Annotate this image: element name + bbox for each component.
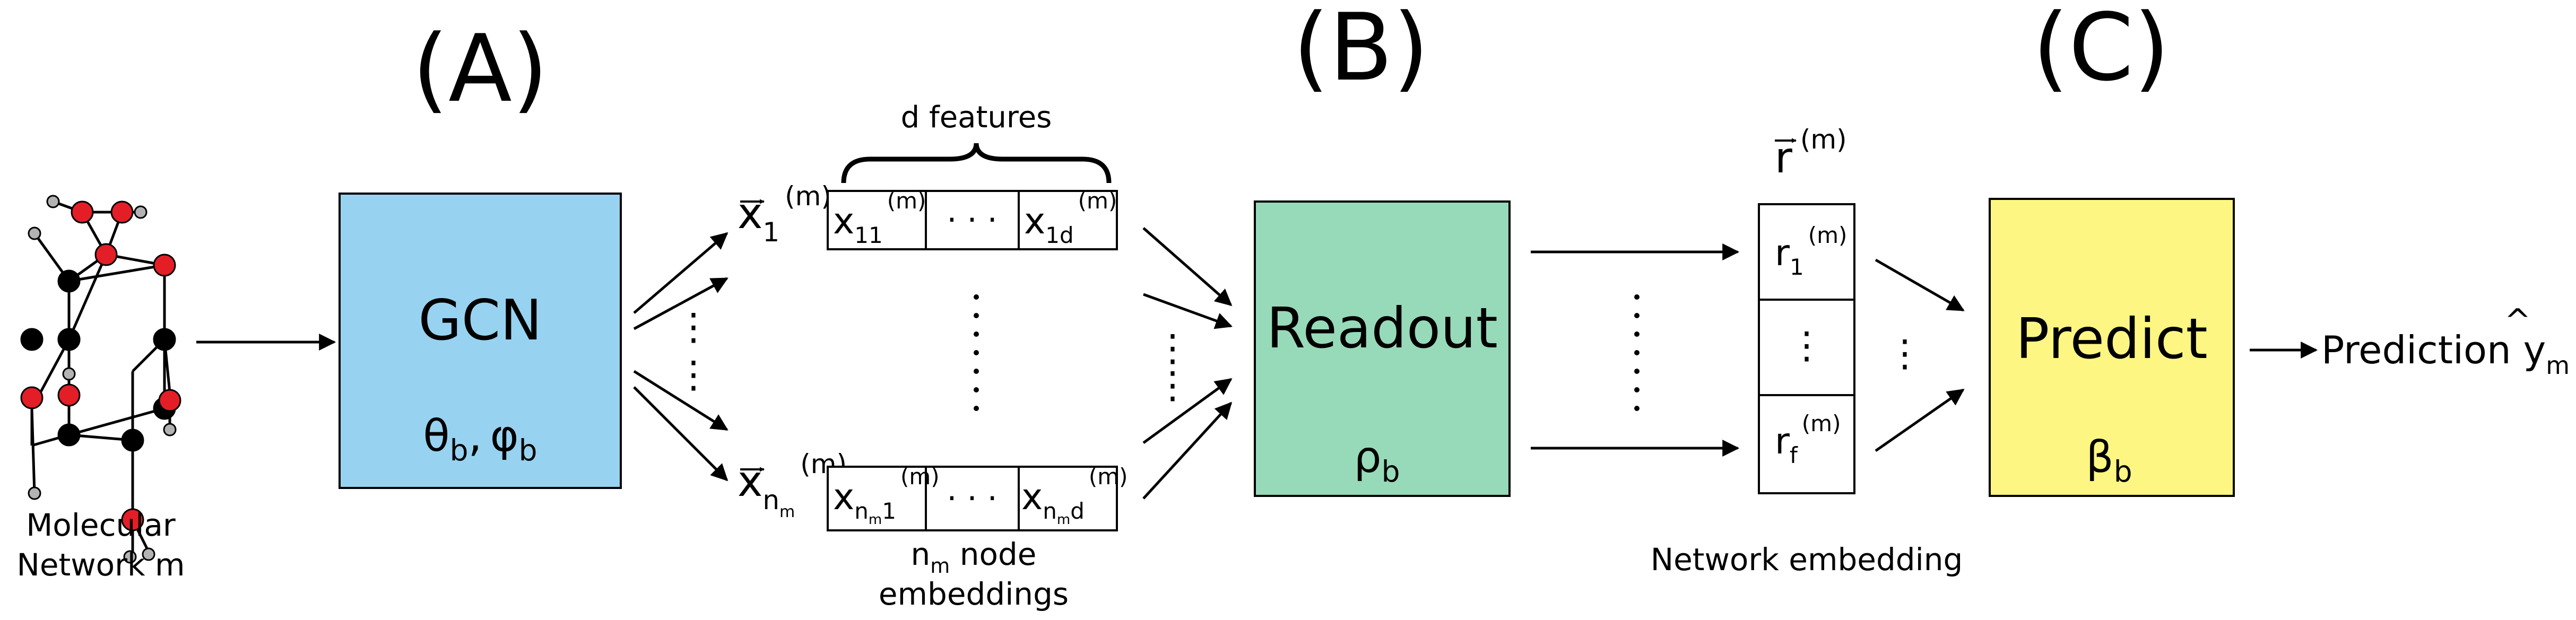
atom-black	[57, 423, 81, 447]
cell-ellipsis-bottom: · · ·	[947, 480, 997, 517]
arrows-embedding-to-predict	[1875, 258, 1965, 452]
atom-red	[121, 508, 144, 531]
atom-black	[121, 429, 144, 452]
rows-vertical-ellipsis	[974, 294, 979, 411]
molecule-atoms	[20, 195, 181, 564]
curly-brace	[841, 143, 1112, 184]
prediction-label: Prediction ym	[2321, 328, 2570, 380]
node-embeddings-caption-line2: embeddings	[879, 576, 1069, 612]
cell-xnmd: xnmd(m)	[1021, 464, 1128, 528]
prediction-hat: ^	[2504, 302, 2531, 339]
readout-box	[1254, 200, 1511, 497]
panel-label-b: (B)	[1293, 0, 1429, 102]
atom-black	[20, 328, 44, 351]
node-vector-top: x1(m)	[738, 181, 831, 248]
atom-red	[158, 389, 181, 412]
svg-text:r(m): r (m)	[1775, 124, 1847, 182]
readout-arrows-ellipsis: ⋮	[1154, 326, 1191, 370]
cell-rf: rf(m)	[1775, 411, 1841, 468]
gcn-arrows-ellipsis: ⋮	[675, 353, 712, 396]
gcn-arrows-ellipsis: ⋮	[675, 305, 712, 348]
cell-x11: x11(m)	[833, 188, 926, 248]
atom-red	[94, 243, 118, 266]
brace-label: d features	[901, 100, 1052, 135]
atom-red	[20, 386, 44, 409]
atom-red	[153, 254, 176, 277]
embedding-row-bottom	[827, 466, 1118, 531]
readout-param: ρb	[1354, 432, 1400, 488]
gcn-box	[339, 193, 622, 489]
predict-box	[1989, 198, 2235, 497]
network-vector-label: r (m)	[1775, 124, 1847, 182]
embedding-row-top	[827, 190, 1118, 250]
panel-label-c: (C)	[2033, 0, 2170, 102]
atom-hydrogen	[28, 486, 41, 500]
cell-ellipsis-top: · · ·	[947, 202, 997, 239]
svg-text:xnm(m): xnm(m)	[738, 449, 847, 521]
atom-hydrogen	[62, 367, 76, 381]
atom-black	[57, 328, 81, 351]
atom-black	[57, 269, 81, 293]
arrows-readout-to-embedding	[1531, 243, 1740, 457]
atom-hydrogen	[123, 550, 137, 564]
predict-title: Predict	[2016, 307, 2208, 371]
cell-x1d: x1d(m)	[1024, 188, 1117, 248]
atom-black	[153, 328, 176, 351]
atom-red	[57, 383, 81, 407]
node-embeddings-caption-line1: nm node	[911, 536, 1037, 578]
atom-hydrogen	[142, 547, 155, 561]
network-embedding-caption: Network embedding	[1651, 542, 1963, 578]
cell-r1: r1(m)	[1775, 222, 1847, 280]
atom-hydrogen	[134, 205, 148, 219]
molecule-caption-line1: Molecular	[26, 507, 176, 543]
readout-arrows-ellipsis: ⋮	[1154, 363, 1191, 407]
network-embedding-column	[1758, 203, 1855, 494]
molecule-caption-line2: Network m	[16, 547, 185, 583]
predict-arrows-ellipsis: ⋮	[1886, 331, 1923, 375]
gcn-title: GCN	[418, 288, 542, 353]
panel-label-a: (A)	[412, 15, 548, 123]
svg-text:x1(m): x1(m)	[738, 181, 831, 248]
readout-middle-ellipsis	[1634, 294, 1640, 411]
atom-red	[71, 200, 94, 224]
atom-hydrogen	[28, 226, 41, 240]
gcn-params: θb, φb	[423, 411, 537, 467]
predict-param: βb	[2086, 432, 2132, 488]
atom-red	[110, 200, 134, 224]
arrows-gcn-to-nodes	[633, 232, 728, 482]
cell-vertical-ellipsis: ⋮	[1788, 324, 1825, 367]
cell-xnm1: xnm1(m)	[833, 464, 940, 528]
arrows-nodes-to-readout	[1142, 227, 1233, 500]
readout-title: Readout	[1267, 296, 1498, 361]
atom-hydrogen	[46, 195, 60, 208]
node-vector-bottom: xnm(m)	[738, 449, 847, 521]
atom-hydrogen	[163, 423, 177, 436]
